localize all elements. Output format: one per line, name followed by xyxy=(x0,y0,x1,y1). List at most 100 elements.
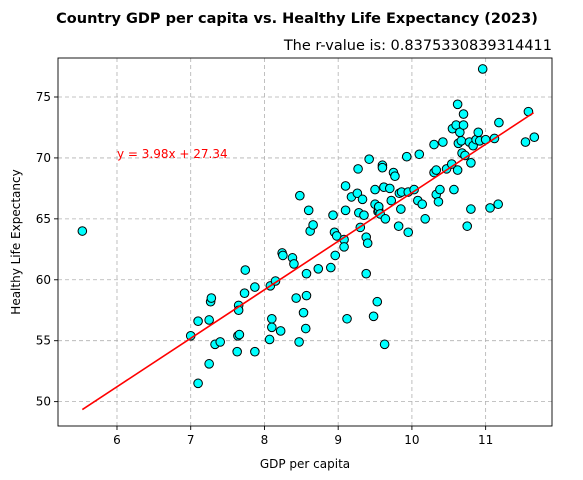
chart-title: Country GDP per capita vs. Healthy Life … xyxy=(56,11,538,27)
data-point xyxy=(308,220,318,230)
data-point xyxy=(456,136,467,146)
data-point xyxy=(303,205,314,216)
data-point xyxy=(380,214,391,224)
data-point xyxy=(294,337,304,347)
data-point xyxy=(403,227,414,238)
data-point xyxy=(396,204,406,214)
data-point xyxy=(267,322,277,333)
x-tick-label: 10 xyxy=(404,433,419,447)
points-layer xyxy=(77,64,540,389)
data-point xyxy=(458,109,469,119)
data-point xyxy=(386,195,397,206)
data-point xyxy=(401,151,412,162)
grid-layer xyxy=(58,58,552,426)
data-point xyxy=(301,268,312,279)
data-point xyxy=(239,288,250,298)
data-point xyxy=(449,184,459,195)
data-point xyxy=(361,268,371,279)
data-point xyxy=(435,184,445,195)
regression-line xyxy=(81,112,535,411)
data-point xyxy=(250,282,260,292)
data-point xyxy=(529,132,540,143)
data-point xyxy=(379,339,390,350)
data-point xyxy=(393,221,404,231)
data-point xyxy=(295,190,305,201)
data-point xyxy=(353,164,363,174)
data-point xyxy=(291,293,301,303)
x-tick-label: 11 xyxy=(478,433,493,447)
y-axis-label: Healthy Life Expectancy xyxy=(9,169,23,314)
data-point xyxy=(409,184,419,195)
data-point xyxy=(326,262,336,273)
data-point xyxy=(431,165,442,175)
data-point xyxy=(264,334,275,345)
data-point xyxy=(462,221,473,231)
data-point xyxy=(458,120,469,130)
data-point xyxy=(232,346,242,357)
x-tick-label: 9 xyxy=(334,433,342,447)
data-point xyxy=(313,264,324,274)
data-point xyxy=(420,214,430,224)
y-tick-label: 60 xyxy=(36,273,51,287)
data-point xyxy=(300,323,311,334)
x-tick-label: 6 xyxy=(113,433,121,447)
data-point xyxy=(357,194,368,205)
data-point xyxy=(477,64,488,74)
data-point xyxy=(289,259,299,269)
data-point xyxy=(298,307,309,318)
data-point xyxy=(267,313,277,324)
data-point xyxy=(330,250,341,261)
regression-layer xyxy=(81,112,535,411)
data-point xyxy=(364,154,374,164)
data-point xyxy=(372,296,383,307)
x-axis-label: GDP per capita xyxy=(260,457,350,471)
data-point xyxy=(339,242,349,252)
data-point xyxy=(352,188,363,199)
data-point xyxy=(328,210,338,220)
data-point xyxy=(340,181,351,191)
data-point xyxy=(368,311,379,322)
data-point xyxy=(473,127,484,138)
data-point xyxy=(204,359,214,369)
plot-frame xyxy=(57,57,553,427)
data-point xyxy=(362,238,373,249)
data-point xyxy=(193,378,203,389)
data-point xyxy=(278,250,288,261)
data-point xyxy=(384,183,395,194)
data-point xyxy=(433,196,444,207)
data-point xyxy=(466,204,476,214)
x-tick-label: 7 xyxy=(187,433,195,447)
data-point xyxy=(240,265,251,275)
data-point xyxy=(204,315,214,325)
data-point xyxy=(215,337,226,347)
data-point xyxy=(452,165,463,175)
ticks-layer: 6 7 8 9 10 11 50 55 60 65 70 75 xyxy=(36,90,494,447)
data-point xyxy=(301,290,312,301)
data-point xyxy=(494,117,504,128)
data-point xyxy=(342,313,352,324)
data-point xyxy=(206,293,217,303)
y-tick-label: 65 xyxy=(36,212,51,226)
data-point xyxy=(520,137,531,147)
data-point xyxy=(485,203,495,213)
data-point xyxy=(429,139,439,150)
y-tick-label: 50 xyxy=(36,395,51,409)
data-point xyxy=(77,226,88,236)
chart-subtitle: The r-value is: 0.8375330839314411 xyxy=(283,38,552,54)
y-tick-label: 70 xyxy=(36,151,51,165)
y-tick-label: 55 xyxy=(36,334,51,348)
data-point xyxy=(275,326,286,336)
data-point xyxy=(417,199,428,210)
regression-equation-label: y = 3.98x + 27.34 xyxy=(117,147,228,161)
x-tick-label: 8 xyxy=(261,433,269,447)
data-point xyxy=(493,199,503,210)
data-point xyxy=(414,149,425,160)
data-point xyxy=(234,329,245,340)
data-point xyxy=(390,171,400,181)
data-point xyxy=(438,137,448,147)
data-point xyxy=(193,316,203,327)
data-point xyxy=(370,184,380,195)
data-point xyxy=(466,157,476,168)
data-point xyxy=(452,99,463,110)
